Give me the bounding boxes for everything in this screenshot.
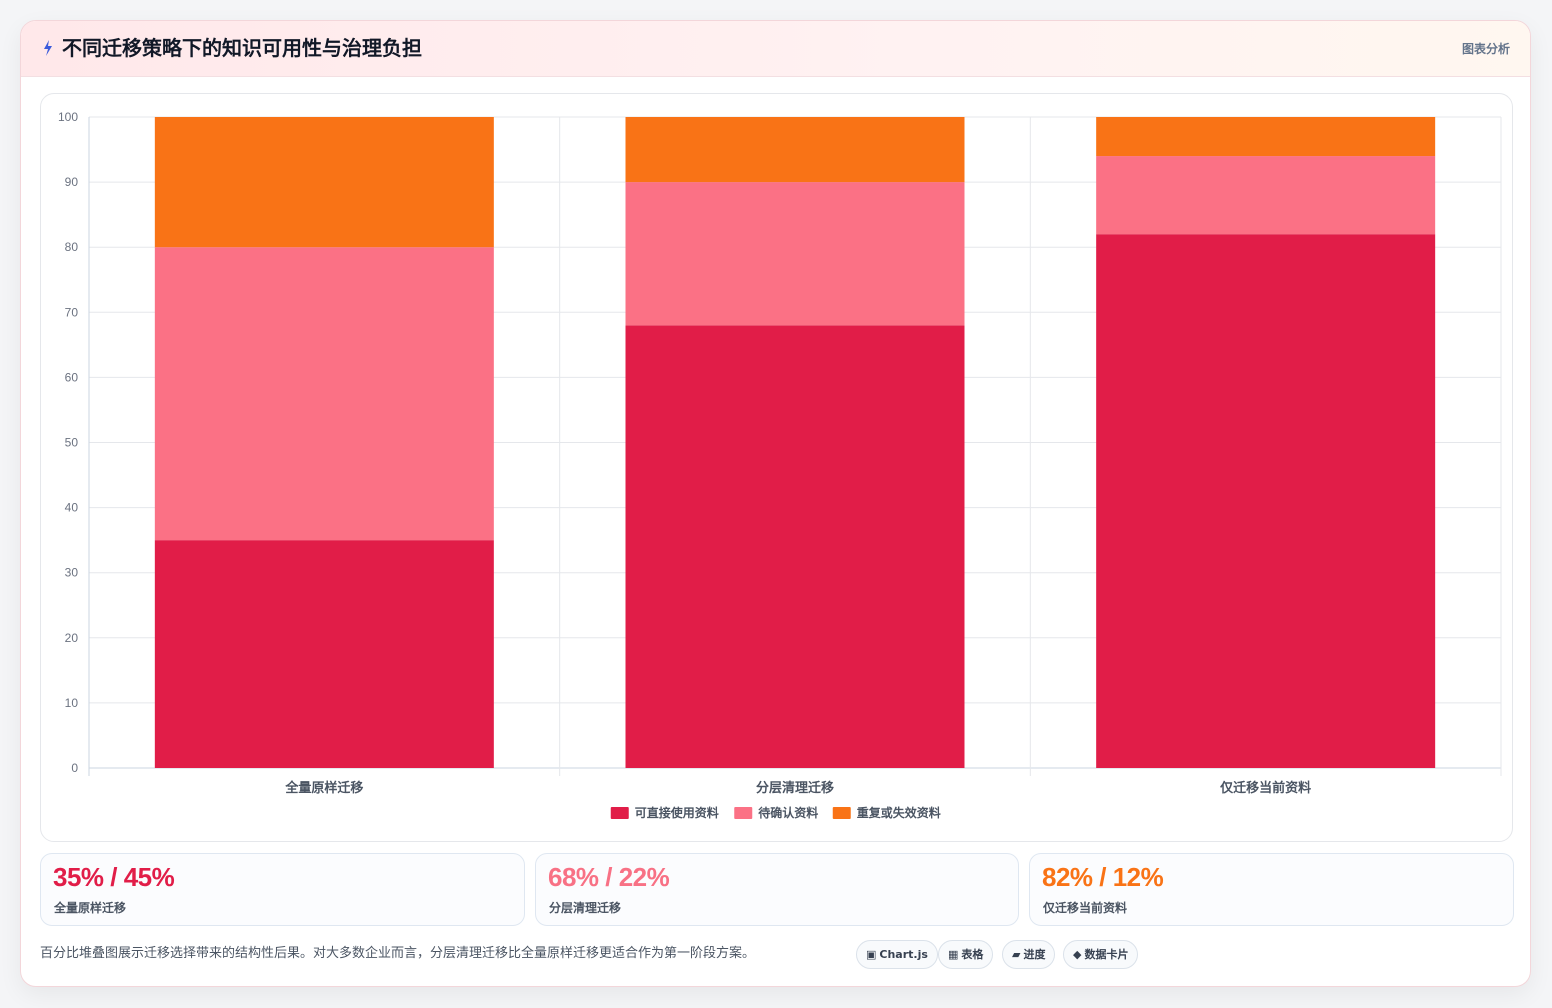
bar-segment [625, 325, 965, 768]
card-title: 不同迁移策略下的知识可用性与治理负担 [62, 36, 422, 60]
x-tick-label: 仅迁移当前资料 [1219, 780, 1311, 796]
chart-icon: ▣ [866, 948, 877, 961]
y-tick-label: 50 [65, 436, 79, 450]
y-tick-label: 40 [65, 501, 79, 515]
legend-swatch [832, 807, 851, 819]
table-icon: ▦ [948, 948, 959, 961]
legend-label: 重复或失效资料 [857, 805, 941, 820]
bar-segment [154, 540, 494, 768]
stat-value: 82% / 12% [1042, 862, 1164, 892]
bar-segment [625, 117, 965, 183]
chart-note: 百分比堆叠图展示迁移选择带来的结构性后果。对大多数企业而言，分层清理迁移比全量原… [40, 946, 756, 961]
pill-progress[interactable]: ▰ 进度 [1002, 940, 1056, 969]
pill-data-cards[interactable]: ◆ 数据卡片 [1063, 940, 1139, 969]
stacked-bar-chart: 0 10 20 30 40 50 60 70 80 90 100 全量原样迁移 分层清理迁移 仅迁移当前资… [58, 110, 1502, 820]
y-tick-label: 100 [58, 110, 78, 124]
chart-container: 0 10 20 30 40 50 60 70 80 90 100 全量原样迁移 分层清理迁移 仅迁移当前资… [40, 93, 1513, 842]
bar-segment [154, 247, 494, 541]
stat-card-full: 35% / 45% 全量原样迁移 [40, 853, 525, 926]
x-tick-label: 分层清理迁移 [756, 780, 834, 796]
pill-label: Chart.js [879, 948, 928, 961]
pill-table[interactable]: ▦ 表格 [938, 940, 994, 969]
y-tick-label: 60 [65, 370, 79, 384]
y-tick-label: 80 [65, 240, 79, 254]
stat-label: 分层清理迁移 [549, 901, 622, 915]
pill-label: 进度 [1023, 948, 1046, 961]
y-tick-label: 30 [65, 566, 79, 580]
legend-swatch [734, 807, 753, 819]
stat-card-current: 82% / 12% 仅迁移当前资料 [1029, 853, 1514, 926]
pill-chartjs[interactable]: ▣ Chart.js [856, 940, 938, 969]
legend-label: 待确认资料 [758, 805, 818, 820]
y-tick-label: 90 [65, 175, 79, 189]
bolt-icon [44, 40, 52, 56]
legend-swatch [610, 807, 629, 819]
y-tick-label: 20 [65, 631, 79, 645]
stat-value: 68% / 22% [548, 862, 670, 892]
bar-segment [1096, 117, 1436, 157]
pill-label: 表格 [961, 948, 984, 961]
progress-icon: ▰ [1012, 948, 1021, 961]
bar-segment [1096, 156, 1436, 235]
stat-label: 全量原样迁移 [54, 901, 127, 915]
legend-label: 可直接使用资料 [635, 805, 719, 820]
x-tick-label: 全量原样迁移 [284, 780, 363, 796]
header-tag: 图表分析 [1461, 42, 1510, 56]
bar-segment [625, 182, 965, 326]
diamond-icon: ◆ [1073, 948, 1082, 961]
y-tick-label: 10 [65, 696, 79, 710]
pill-label: 数据卡片 [1084, 948, 1129, 961]
bar-segment [154, 117, 494, 248]
y-tick-label: 70 [65, 305, 79, 319]
stat-card-tiered: 68% / 22% 分层清理迁移 [535, 853, 1019, 926]
card-header: 不同迁移策略下的知识可用性与治理负担 图表分析 [21, 21, 1530, 77]
stat-value: 35% / 45% [53, 862, 175, 892]
y-tick-label: 0 [71, 761, 78, 775]
bar-segment [1096, 234, 1436, 768]
chart-card: 不同迁移策略下的知识可用性与治理负担 图表分析 0 10 20 30 40 50 60 70 8… [20, 20, 1531, 987]
stat-label: 仅迁移当前资料 [1043, 901, 1128, 915]
